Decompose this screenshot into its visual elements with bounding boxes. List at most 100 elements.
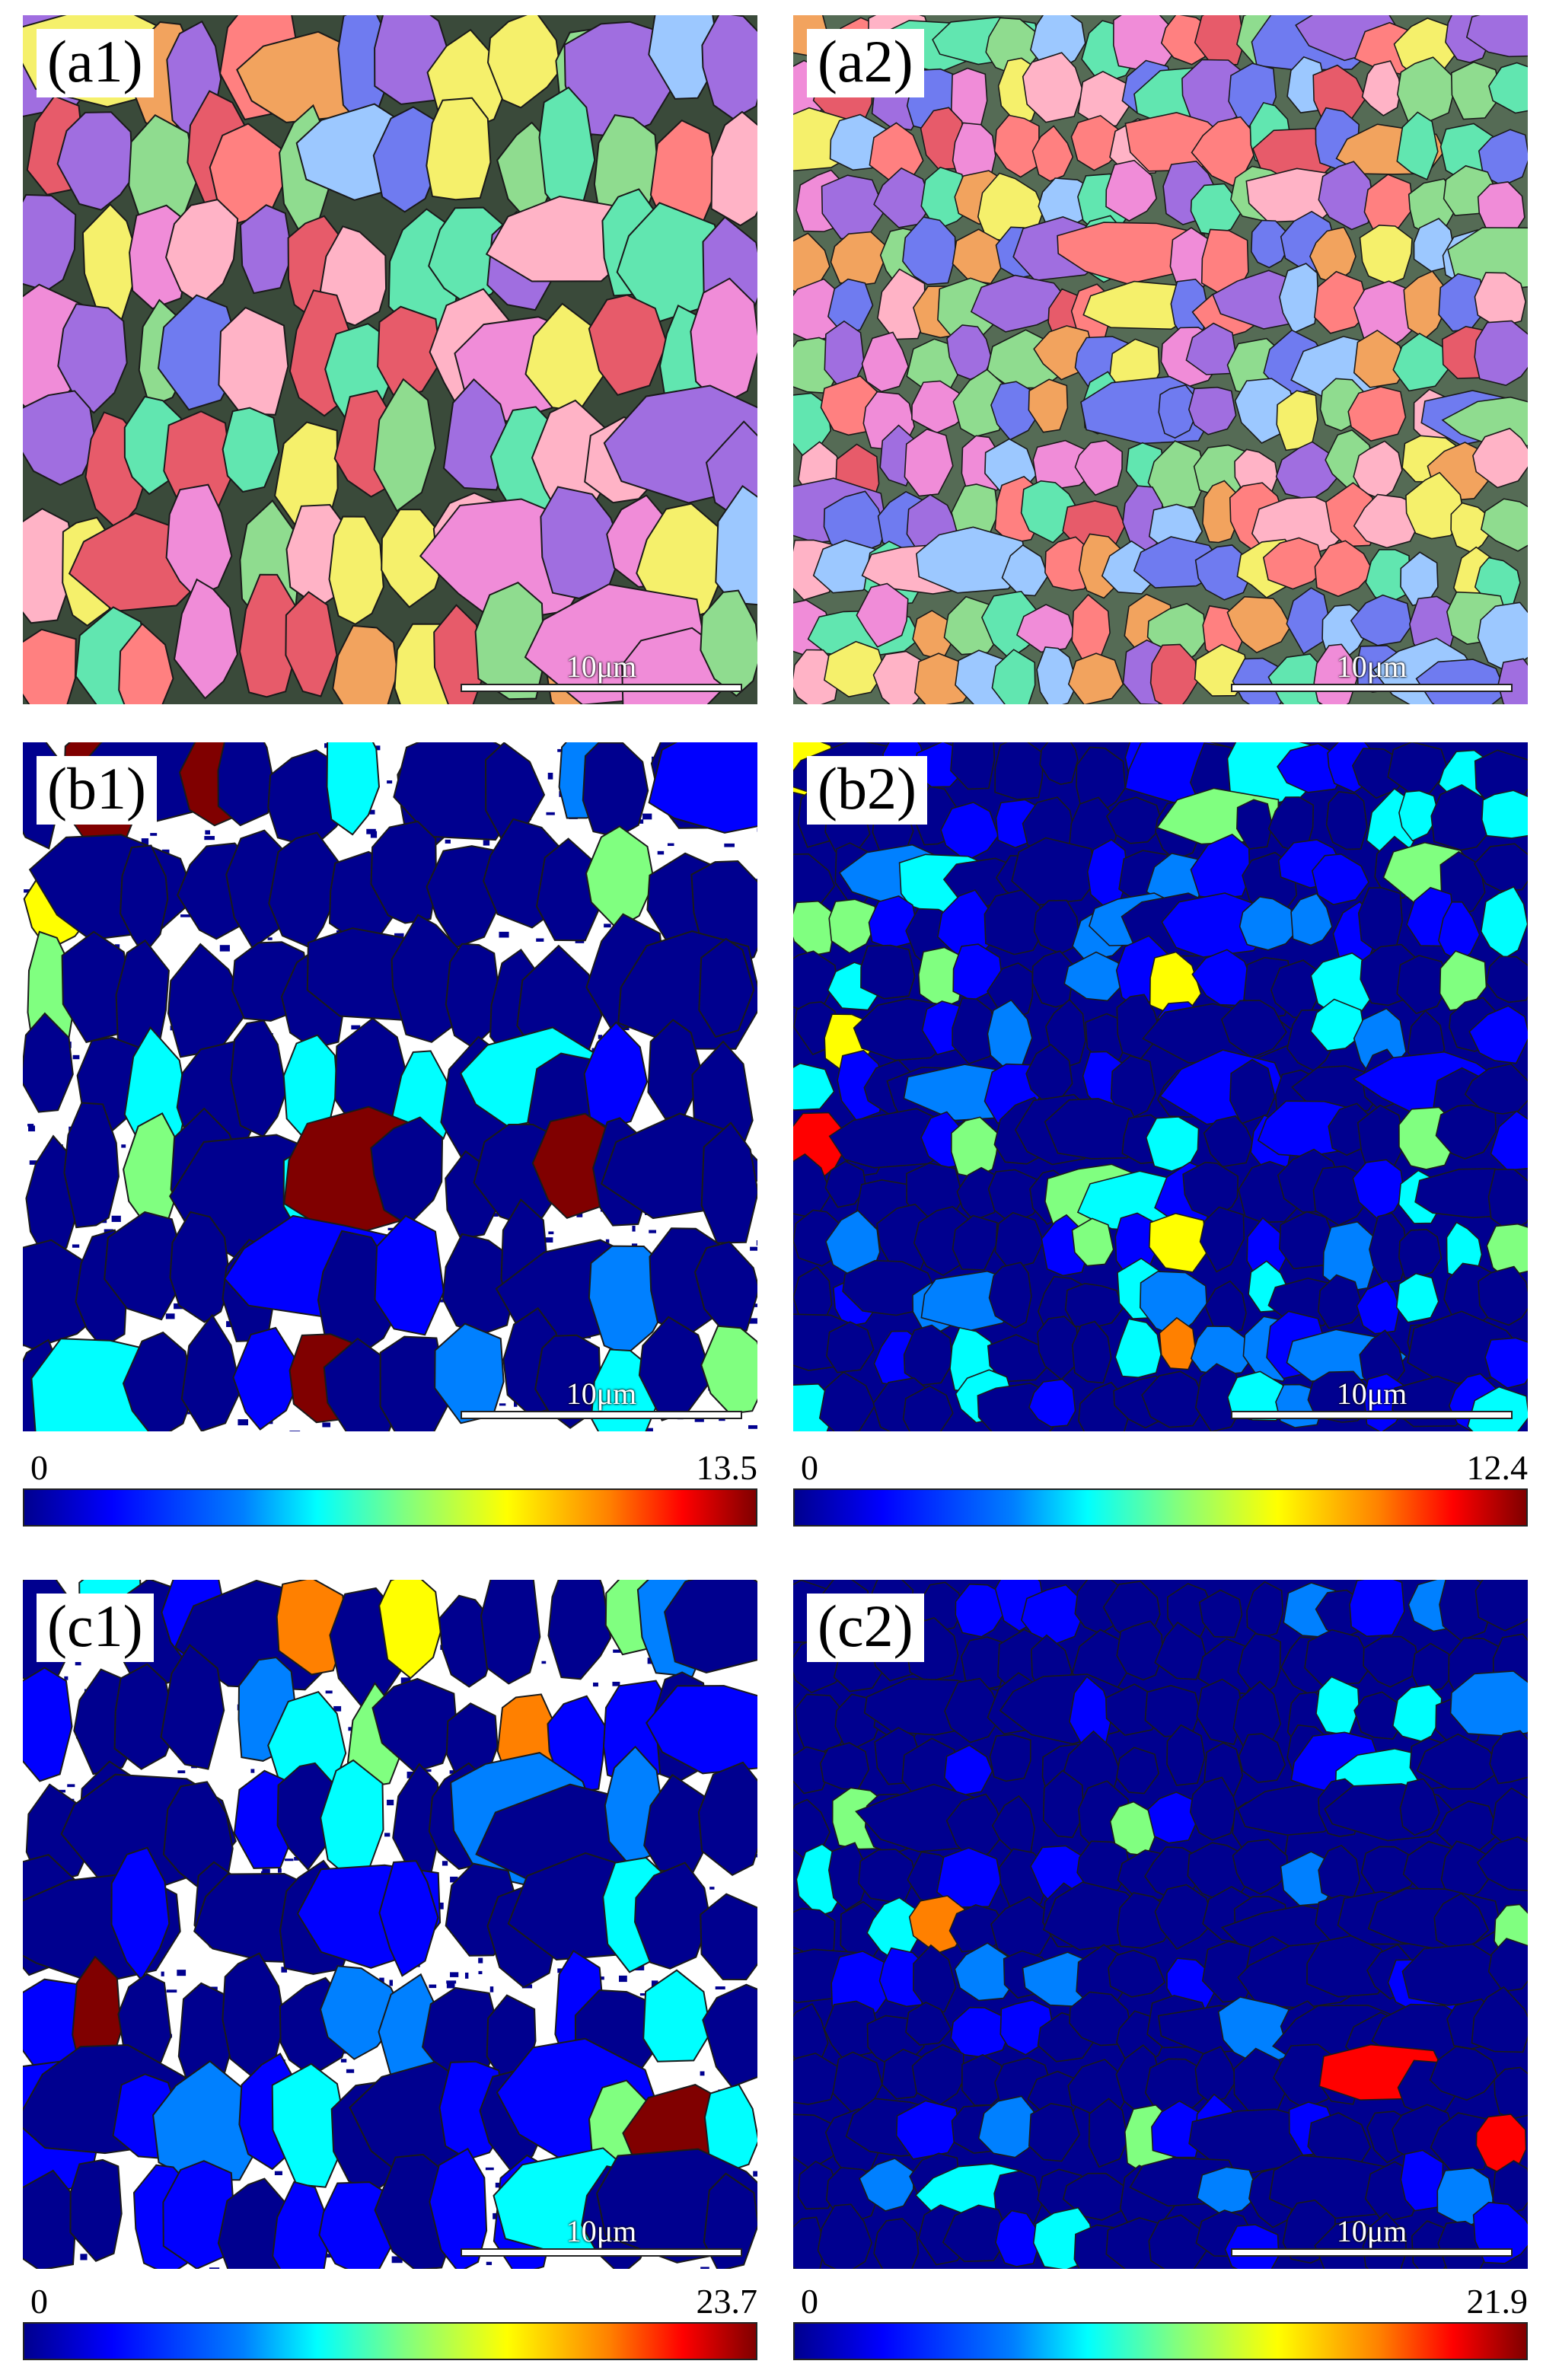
grain-a1 [328,515,384,626]
grain-b1 [535,837,607,942]
grain-a2 [1405,471,1465,540]
panel-label-c2: (c2) [807,1594,924,1662]
colorbar-min-c2: 0 [801,2282,818,2321]
grain-c2 [977,2095,1044,2158]
grain-c2 [1360,1846,1417,1895]
grain-c2 [1154,1621,1207,1680]
grain-c2 [1472,2201,1528,2264]
grain-b2 [1490,1110,1528,1171]
grain-a2 [1036,646,1078,704]
grain-a2 [873,167,933,228]
grain-b1 [648,742,757,834]
grain-a2 [1465,15,1528,58]
grain-c1 [160,1644,225,1770]
grain-b2 [868,895,919,949]
grain-b2 [1486,1223,1528,1278]
grain-c2 [793,2216,825,2269]
grain-b2 [1044,1098,1145,1160]
grain-b2 [860,944,916,1000]
grain-a1 [173,578,238,700]
grain-b2 [1369,1212,1409,1284]
grain-c1 [429,2147,488,2269]
scale-bar-b1: 10μm [461,1379,742,1419]
grain-b2 [1239,896,1299,951]
grain-a2 [856,582,909,648]
scale-bar-text-c1: 10μm [566,2214,637,2248]
grain-b2 [1396,955,1451,1015]
grain-b2 [1435,1104,1497,1160]
grain-a2 [1353,440,1403,500]
grain-c1 [276,1762,340,1871]
grain-b2 [1398,790,1439,842]
grain-a1 [238,573,299,698]
grain-b2 [826,1321,875,1373]
scale-bar-c1: 10μm [461,2216,742,2257]
grain-c2 [942,2204,1010,2263]
grain-c2 [1151,2100,1201,2158]
grain-a1 [426,97,492,201]
grain-c1 [378,1860,439,1977]
grain-a1 [648,15,721,100]
grain-b2 [1148,1212,1209,1273]
grain-b1 [698,937,755,1038]
grain-a2 [1262,537,1325,590]
grain-b1 [225,829,289,949]
grain-a2 [1070,115,1122,171]
grain-b2 [1478,1265,1528,1326]
grain-a2 [1353,329,1409,388]
colorbar-max-b2: 12.4 [1466,1448,1529,1487]
grain-a2 [812,539,881,594]
grain-b2 [793,900,834,957]
grain-a2 [1001,544,1049,597]
grain-b1 [445,943,500,1049]
grain-a2 [1314,540,1375,598]
grain-c2 [905,2001,952,2046]
grain-a2 [1488,62,1528,114]
grain-b1 [370,1116,444,1227]
grain-c2 [1166,1724,1206,1786]
grain-b2 [1278,1211,1336,1270]
grain-c2 [1021,1584,1082,1645]
grain-a1 [222,407,280,493]
grain-b2 [1105,796,1164,844]
grain-c2 [1471,1986,1528,2053]
grain-b2 [1064,1282,1124,1329]
grain-a1 [56,111,134,211]
grain-map-a2 [793,15,1528,704]
grain-b2 [818,1371,876,1431]
grain-a2 [1044,536,1093,592]
grain-a1 [700,589,757,697]
scale-bar-text-b1: 10μm [566,1377,637,1411]
grain-c2 [1154,1884,1215,1950]
grain-map-c2 [793,1580,1528,2269]
grain-c2 [1489,1730,1528,1785]
grain-a2 [1194,544,1251,601]
colorbar-min-b1: 0 [30,1448,48,1487]
grain-c2 [1116,1620,1164,1681]
grain-c2 [1411,1642,1457,1694]
grain-b1 [442,1233,516,1335]
scale-bar-b2: 10μm [1231,1379,1513,1419]
grain-c2 [820,1742,870,1791]
grain-c1 [272,2181,330,2269]
grain-a2 [1015,604,1076,653]
ebsd-ipf-map-a2: (a2) 10μm [793,15,1528,704]
grain-b2 [1480,885,1528,959]
grain-a1 [486,15,562,109]
grain-b1 [268,831,340,949]
grain-c2 [858,1849,917,1903]
grain-a1 [474,582,546,700]
grain-a2 [1313,270,1370,334]
grain-b2 [1307,1370,1372,1423]
grain-a2 [1032,439,1095,490]
grain-c1 [23,1667,73,1782]
grain-b1 [391,914,464,1043]
grain-c2 [1238,1733,1286,1783]
grain-b2 [902,1385,954,1431]
grain-c2 [1494,2066,1528,2120]
grain-a2 [861,331,910,393]
grain-c2 [1416,1733,1505,1790]
grain-a2 [1396,56,1454,124]
kam-map-b2: (b2) 10μm [793,742,1528,1431]
grain-c1 [371,1677,457,1773]
